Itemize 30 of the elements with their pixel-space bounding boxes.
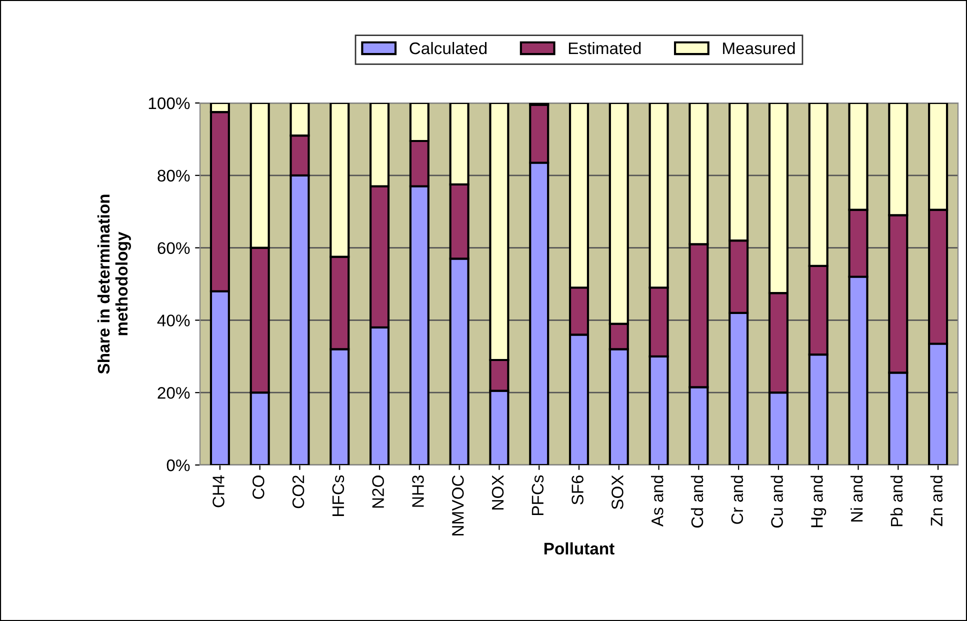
x-tick-label: Ni and: [850, 476, 863, 522]
y-axis-title: Share in determination methodology: [97, 194, 131, 374]
x-tick-label: N2O: [372, 476, 384, 508]
x-tick-label: Cd and: [690, 476, 704, 528]
x-tick-label: NH3: [412, 475, 424, 507]
x-tick-label: HFCs: [332, 475, 344, 516]
legend-label: Estimated: [568, 42, 641, 54]
legend-label: Calculated: [410, 42, 487, 54]
x-tick-label: Cu and: [770, 476, 783, 528]
x-tick-label: CH4: [212, 475, 224, 508]
x-tick-label: Hg and: [810, 476, 826, 528]
y-tick-label: 60%: [158, 242, 190, 254]
y-tick-label: 80%: [158, 170, 190, 182]
x-tick-label: PFCs: [532, 475, 544, 516]
y-tick-label: 20%: [158, 387, 190, 399]
x-tick-label: NMVOC: [452, 475, 464, 536]
y-tick-label: 100%: [148, 97, 190, 110]
x-tick-label: As and: [651, 476, 664, 527]
x-tick-label: SF6: [572, 475, 584, 505]
x-tick-label: NOX: [492, 475, 504, 510]
y-tick-label: 0%: [166, 459, 190, 472]
x-tick-label: Cr and: [730, 476, 744, 524]
y-tick-label: 40%: [157, 314, 190, 326]
x-tick-label: Pb and: [890, 476, 903, 526]
legend-label: Measured: [723, 42, 795, 54]
x-axis-title: Pollutant: [544, 542, 614, 555]
x-tick-label: SOX: [612, 475, 624, 510]
x-tick-label: CO: [252, 476, 264, 499]
x-tick-label: Zn and: [930, 476, 943, 526]
x-tick-label: CO2: [292, 476, 304, 508]
